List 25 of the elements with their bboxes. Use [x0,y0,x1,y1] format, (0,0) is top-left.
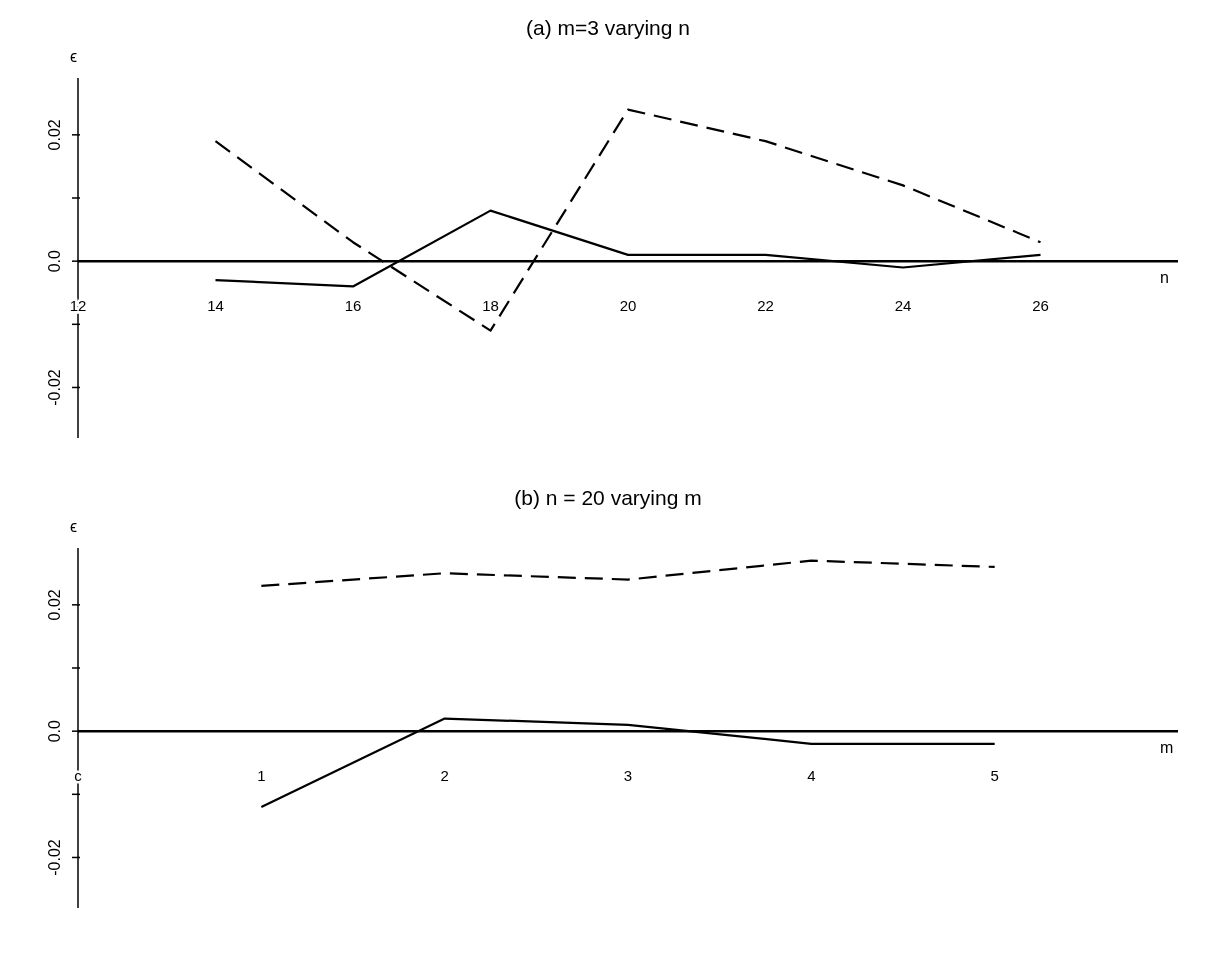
y-tick-label: 0.0 [46,719,63,743]
x-tick-label: 14 [207,297,224,315]
x-tick-label: 2 [440,767,449,785]
x-axis-title: n [1160,269,1169,288]
x-tick-label: 5 [990,767,999,785]
x-tick-label: 3 [623,767,633,785]
line-series [260,559,996,587]
y-tick-label: 0.02 [46,589,63,621]
y-tick-label: -0.02 [46,839,63,876]
x-tick-label: 20 [619,297,637,315]
x-tick-label: 18 [482,297,499,315]
y-tick-label: -0.02 [46,369,63,406]
y-axis-title: ϵ [70,48,78,66]
chart-title: (b) n = 20 varying m [513,486,703,510]
y-tick-label: 0.02 [46,119,63,151]
x-tick-label: 24 [894,297,912,315]
x-tick-label: 1 [257,767,266,785]
x-axis-title: m [1160,739,1174,758]
y-axis-title: ϵ [70,518,78,536]
x-tick-label: 4 [807,767,816,785]
x-tick-label: 22 [757,297,774,315]
x-tick-label: 16 [344,297,362,315]
y-tick-label: 0.0 [46,249,63,273]
chart-title: (a) m=3 varying n [525,16,691,40]
x-tick-label: 26 [1032,297,1049,315]
